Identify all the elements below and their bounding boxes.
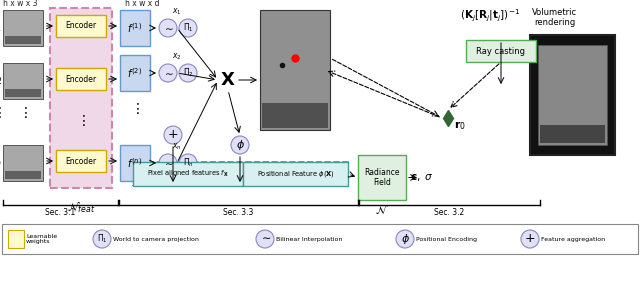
Bar bbox=[3, 10, 43, 46]
Text: Ray casting: Ray casting bbox=[477, 46, 525, 56]
Bar bbox=[56, 68, 106, 90]
Text: Sec. 3.3: Sec. 3.3 bbox=[223, 208, 253, 217]
Circle shape bbox=[93, 230, 111, 248]
Circle shape bbox=[179, 19, 197, 37]
Bar bbox=[56, 15, 106, 37]
Bar bbox=[243, 162, 348, 186]
Text: $f^{(n)}$: $f^{(n)}$ bbox=[127, 156, 143, 170]
Text: $\mathbf{r}_0$: $\mathbf{r}_0$ bbox=[454, 120, 466, 132]
Text: Pixel aligned features $f_\mathbf{X}$: Pixel aligned features $f_\mathbf{X}$ bbox=[147, 169, 229, 179]
Text: $\mathbf{c},\ \sigma$: $\mathbf{c},\ \sigma$ bbox=[410, 172, 434, 183]
Bar bbox=[133, 162, 348, 186]
Text: $\mathcal{N}_{feat}$: $\mathcal{N}_{feat}$ bbox=[67, 200, 95, 215]
Bar bbox=[538, 45, 607, 145]
Text: Encoder: Encoder bbox=[65, 75, 97, 84]
Text: $\sim$: $\sim$ bbox=[162, 22, 174, 33]
Text: $\vdots$: $\vdots$ bbox=[130, 101, 140, 115]
Circle shape bbox=[396, 230, 414, 248]
Text: $x_2$: $x_2$ bbox=[172, 52, 182, 62]
Text: $x_n$: $x_n$ bbox=[172, 141, 182, 152]
Text: $(\mathbf{K}_j[\mathbf{R}_j|\mathbf{t}_j])^{-1}$: $(\mathbf{K}_j[\mathbf{R}_j|\mathbf{t}_j… bbox=[460, 8, 520, 24]
Text: $\Pi_1$: $\Pi_1$ bbox=[182, 22, 193, 34]
Text: h x w x d: h x w x d bbox=[125, 0, 159, 9]
Bar bbox=[5, 171, 41, 179]
Text: Feature aggregation: Feature aggregation bbox=[541, 236, 605, 242]
Bar bbox=[133, 162, 243, 186]
Bar bbox=[260, 10, 330, 130]
Bar bbox=[2, 224, 638, 254]
Text: $\Pi_2$: $\Pi_2$ bbox=[182, 67, 193, 79]
Text: Bilinear Interpolation: Bilinear Interpolation bbox=[276, 236, 342, 242]
Text: $f^{(1)}$: $f^{(1)}$ bbox=[127, 21, 143, 35]
Bar bbox=[358, 155, 406, 200]
Bar bbox=[56, 150, 106, 172]
Text: Encoder: Encoder bbox=[65, 156, 97, 166]
Text: Positional Encoding: Positional Encoding bbox=[416, 236, 477, 242]
Circle shape bbox=[164, 126, 182, 144]
Text: Positional Feature $\phi(\mathbf{X})$: Positional Feature $\phi(\mathbf{X})$ bbox=[257, 169, 334, 179]
Circle shape bbox=[231, 136, 249, 154]
Bar bbox=[120, 55, 150, 91]
Text: $x_1$: $x_1$ bbox=[172, 7, 182, 17]
Bar bbox=[262, 103, 328, 128]
Text: $f^{(2)}$: $f^{(2)}$ bbox=[127, 66, 143, 80]
Text: $\Pi_1$: $\Pi_1$ bbox=[97, 233, 108, 245]
Text: $\mathbf{v}_2$: $\mathbf{v}_2$ bbox=[0, 75, 2, 87]
Text: $\phi$: $\phi$ bbox=[401, 232, 410, 246]
Text: Volumetric
rendering: Volumetric rendering bbox=[532, 8, 577, 27]
Text: World to camera projection: World to camera projection bbox=[113, 236, 199, 242]
Text: $\sim$: $\sim$ bbox=[259, 233, 271, 243]
Bar bbox=[5, 36, 41, 44]
Bar bbox=[50, 8, 112, 188]
Text: Sec. 3.1: Sec. 3.1 bbox=[45, 208, 76, 217]
Bar bbox=[3, 63, 43, 99]
Text: Encoder: Encoder bbox=[65, 22, 97, 31]
Text: $\vdots$: $\vdots$ bbox=[76, 113, 86, 128]
Text: $\Pi_n$: $\Pi_n$ bbox=[182, 157, 193, 169]
Bar bbox=[540, 125, 605, 143]
Text: $+$: $+$ bbox=[524, 232, 536, 245]
Text: $\vdots$: $\vdots$ bbox=[0, 105, 2, 120]
Text: Learnable
weights: Learnable weights bbox=[26, 234, 57, 245]
Text: $\sim$: $\sim$ bbox=[162, 158, 174, 168]
Bar bbox=[466, 40, 536, 62]
Text: $\mathcal{N}$: $\mathcal{N}$ bbox=[375, 203, 389, 216]
Circle shape bbox=[159, 154, 177, 172]
Bar bbox=[5, 89, 41, 97]
Circle shape bbox=[159, 19, 177, 37]
Text: Sec. 3.2: Sec. 3.2 bbox=[435, 208, 465, 217]
Text: $+$: $+$ bbox=[168, 128, 179, 141]
Text: h x w x 3: h x w x 3 bbox=[3, 0, 38, 9]
Text: $\sim$: $\sim$ bbox=[162, 67, 174, 77]
Circle shape bbox=[159, 64, 177, 82]
Bar bbox=[120, 10, 150, 46]
Text: $\vdots$: $\vdots$ bbox=[18, 105, 28, 120]
Text: $\mathbf{v}_1$: $\mathbf{v}_1$ bbox=[0, 22, 2, 34]
Circle shape bbox=[179, 154, 197, 172]
Text: $\phi$: $\phi$ bbox=[236, 138, 244, 152]
Circle shape bbox=[256, 230, 274, 248]
Text: $\mathbf{X}$: $\mathbf{X}$ bbox=[220, 71, 236, 89]
Bar bbox=[530, 35, 615, 155]
Circle shape bbox=[179, 64, 197, 82]
Text: Radiance
Field: Radiance Field bbox=[364, 168, 400, 187]
Text: $\mathbf{v}_n$: $\mathbf{v}_n$ bbox=[0, 157, 2, 169]
Circle shape bbox=[521, 230, 539, 248]
Bar bbox=[8, 230, 24, 248]
Bar bbox=[3, 145, 43, 181]
Bar bbox=[120, 145, 150, 181]
